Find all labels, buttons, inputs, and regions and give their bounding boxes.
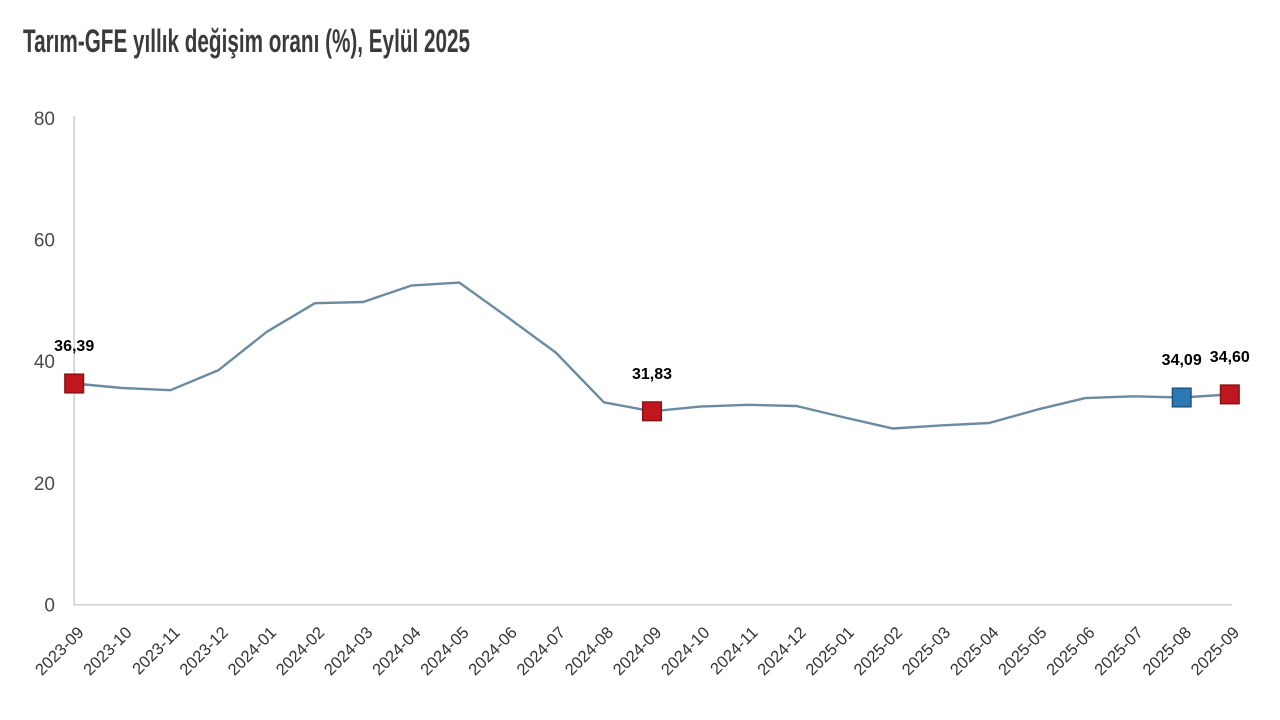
svg-text:31,83: 31,83: [632, 366, 672, 383]
svg-text:40: 40: [34, 352, 55, 373]
svg-text:60: 60: [34, 231, 55, 252]
svg-text:20: 20: [34, 474, 55, 495]
svg-text:34,60: 34,60: [1210, 349, 1250, 366]
svg-text:Tarım-GFE yıllık değişim oranı: Tarım-GFE yıllık değişim oranı (%), Eylü…: [23, 23, 470, 59]
svg-text:80: 80: [34, 109, 55, 130]
svg-text:36,39: 36,39: [54, 338, 94, 355]
svg-text:34,09: 34,09: [1162, 352, 1202, 369]
svg-text:0: 0: [44, 595, 55, 616]
